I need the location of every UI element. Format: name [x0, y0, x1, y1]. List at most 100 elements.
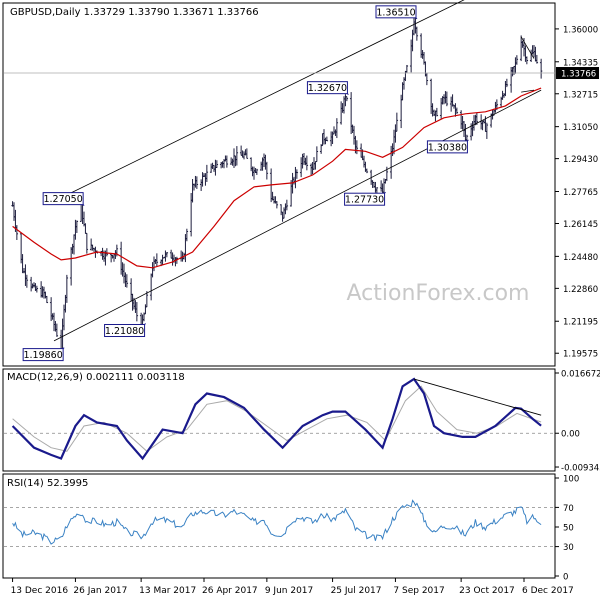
- macd-series: [4, 377, 555, 461]
- ohlc-bar: [525, 56, 529, 65]
- ohlc-bar: [355, 140, 359, 155]
- price-tick-label: 1.31050: [563, 123, 598, 133]
- ohlc-bar: [435, 107, 439, 117]
- price-tick-label: 1.21195: [563, 318, 598, 328]
- time-tick-label: 13 Dec 2016: [11, 586, 69, 596]
- ohlc-bar: [285, 199, 289, 211]
- svg-text:1.36510: 1.36510: [376, 7, 415, 18]
- time-tick-label: 9 Jun 2017: [265, 586, 313, 596]
- channel-lower-line: [53, 89, 542, 342]
- macd-axis: 0.016672 0.00 -0.009345: [555, 369, 600, 474]
- ohlc-bar: [445, 91, 449, 107]
- ohlc-bar: [125, 274, 129, 288]
- moving-average-line: [12, 87, 542, 269]
- ohlc-bar: [485, 122, 489, 139]
- macd-tick-label: 0.016672: [561, 369, 600, 379]
- ohlc-bar: [55, 323, 59, 337]
- ohlc-bar: [25, 274, 29, 288]
- ohlc-bar: [345, 96, 349, 102]
- ohlc-bar: [539, 58, 543, 79]
- rsi-series: [4, 499, 555, 547]
- level-label: 1.21080: [104, 323, 146, 338]
- svg-text:1.32670: 1.32670: [308, 83, 347, 94]
- ohlc-bar: [275, 201, 279, 209]
- price-title: GBPUSD,Daily 1.33729 1.33790 1.33671 1.3…: [10, 7, 259, 18]
- time-tick-label: 25 Jul 2017: [331, 586, 382, 596]
- price-tick-label: 1.26145: [563, 220, 598, 230]
- svg-text:1.27050: 1.27050: [43, 194, 82, 205]
- price-tick-label: 1.24480: [563, 253, 598, 263]
- ohlc-bar: [405, 64, 409, 73]
- rsi-tick-label: 0: [563, 573, 568, 583]
- ohlc-bar: [85, 232, 89, 254]
- svg-text:1.27730: 1.27730: [345, 195, 384, 206]
- price-tick-label: 1.19575: [563, 350, 598, 360]
- watermark: ActionForex.com: [347, 281, 530, 306]
- ohlc-bar: [65, 274, 69, 303]
- ohlc-bar: [395, 112, 399, 132]
- ohlc-bar: [225, 155, 229, 168]
- time-axis: 13 Dec 2016 26 Jan 2017 13 Mar 2017 26 Apr …: [11, 578, 574, 596]
- rsi-panel: RSI(14) 52.3995 100 70 50 30 0: [2, 473, 579, 583]
- rsi-tick-label: 50: [563, 524, 574, 534]
- svg-text:1.30380: 1.30380: [428, 142, 467, 153]
- level-label: 1.30380: [426, 139, 469, 154]
- macd-tick-label: 0.00: [561, 430, 580, 440]
- macd-main-line: [11, 377, 542, 461]
- ohlc-bar: [325, 136, 329, 142]
- ohlc-bar: [335, 118, 339, 139]
- time-tick-label: 13 Mar 2017: [139, 586, 196, 596]
- ohlc-bar: [205, 164, 209, 182]
- price-tick-label: 1.29430: [563, 155, 598, 165]
- time-tick-label: 7 Sep 2017: [393, 586, 444, 596]
- channel-upper-line: [50, 0, 465, 204]
- level-label: 1.27730: [344, 191, 386, 206]
- ohlc-bar: [505, 78, 509, 88]
- ohlc-bar: [45, 295, 49, 304]
- macd-panel: MACD(12,26,9) 0.002111 0.003118 0.016672…: [2, 368, 600, 474]
- svg-text:1.21080: 1.21080: [105, 326, 144, 337]
- rsi-tick-label: 70: [563, 504, 574, 514]
- macd-tick-label: -0.009345: [561, 464, 600, 474]
- ohlc-bar: [515, 55, 519, 65]
- level-label: 1.27050: [42, 192, 85, 206]
- ohlc-bar: [245, 148, 249, 159]
- ohlc-bar: [235, 146, 239, 166]
- rsi-line: [12, 499, 542, 545]
- ohlc-bar: [155, 253, 159, 267]
- ohlc-bar: [195, 176, 199, 189]
- rsi-tick-label: 100: [563, 475, 579, 485]
- ohlc-bar: [75, 220, 79, 233]
- time-tick-label: 23 Oct 2017: [459, 586, 515, 596]
- rsi-axis: 100 70 50 30 0: [555, 475, 579, 583]
- macd-signal-line: [12, 385, 542, 452]
- current-price-label: 1.33766: [561, 70, 596, 80]
- price-series: 1.36510 1.32670 1.27050 1.27730 1.30380 1.210…: [4, 0, 555, 362]
- current-price-box: [556, 67, 599, 80]
- ohlc-bar: [295, 169, 299, 179]
- time-tick-label: 6 Dec 2017: [522, 586, 574, 596]
- ohlc-bar: [315, 146, 319, 163]
- wedge-upper-line: [520, 36, 535, 59]
- ohlc-bar: [135, 302, 139, 322]
- macd-frame: [2, 368, 556, 472]
- ohlc-bar: [145, 291, 149, 308]
- ohlc-bar: [185, 228, 189, 242]
- macd-title: MACD(12,26,9) 0.002111 0.003118: [7, 372, 185, 383]
- time-tick-label: 26 Jan 2017: [73, 586, 127, 596]
- ohlc-bar: [265, 161, 269, 180]
- time-tick-label: 26 Apr 2017: [202, 586, 258, 596]
- ohlc-bar: [215, 160, 219, 168]
- price-tick-label: 1.36000: [563, 25, 598, 35]
- ohlc-bar: [305, 155, 309, 171]
- ohlc-bar: [535, 54, 539, 64]
- rsi-tick-label: 30: [563, 543, 574, 553]
- ohlc-bar: [35, 285, 39, 293]
- price-tick-label: 1.27765: [563, 188, 598, 198]
- rsi-title: RSI(14) 52.3995: [7, 478, 88, 489]
- ohlc-bar: [455, 107, 459, 114]
- rsi-frame: [2, 473, 556, 579]
- svg-text:1.19860: 1.19860: [23, 350, 62, 361]
